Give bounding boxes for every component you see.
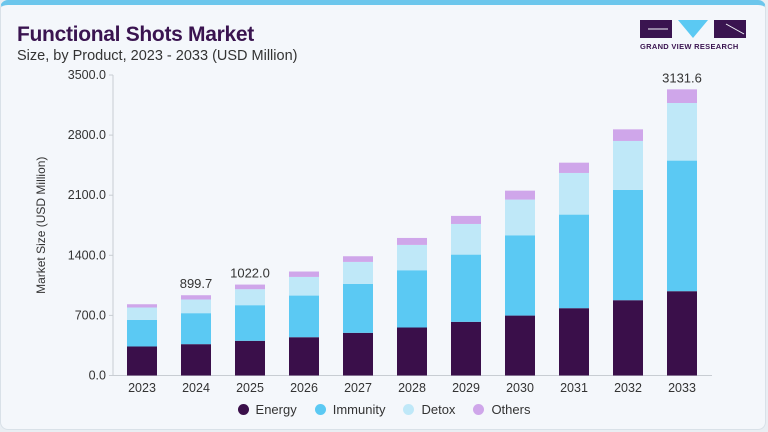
x-tick-label: 2032 — [614, 381, 642, 395]
bar-immunity-2028 — [397, 270, 427, 328]
legend-label: Energy — [255, 402, 297, 417]
bar-energy-2031 — [559, 308, 589, 376]
bar-others-2031 — [559, 162, 589, 173]
y-tick-label: 1400.0 — [68, 248, 106, 262]
x-tick-label: 2028 — [398, 381, 426, 395]
logo-text: GRAND VIEW RESEARCH — [640, 42, 739, 51]
chart-title: Functional Shots Market — [17, 23, 254, 46]
bar-detox-2031 — [559, 172, 589, 215]
bar-energy-2026 — [289, 337, 319, 376]
legend-marker-icon — [237, 404, 249, 415]
bar-others-2028 — [397, 237, 427, 245]
legend-label: Detox — [421, 402, 456, 417]
x-tick-label: 2025 — [236, 381, 264, 395]
bar-others-2024 — [181, 295, 211, 300]
bar-detox-2030 — [505, 199, 535, 236]
bar-detox-2032 — [613, 140, 643, 190]
y-axis-label: Market Size (USD Million) — [34, 157, 48, 294]
bar-others-2023 — [127, 304, 157, 308]
y-tick-label: 700.0 — [75, 308, 106, 322]
bar-others-2032 — [613, 129, 643, 141]
x-tick-label: 2031 — [560, 381, 588, 395]
bar-energy-2030 — [505, 315, 535, 376]
legend: Energy Immunity Detox Others — [0, 402, 768, 417]
bar-detox-2029 — [451, 223, 481, 255]
x-tick-label: 2024 — [182, 381, 210, 395]
bar-immunity-2030 — [505, 235, 535, 316]
bar-detox-2026 — [289, 276, 319, 296]
bar-detox-2028 — [397, 244, 427, 271]
bar-others-2033 — [667, 89, 697, 103]
bar-energy-2029 — [451, 321, 481, 376]
bar-energy-2032 — [613, 300, 643, 376]
bar-immunity-2027 — [343, 283, 373, 333]
legend-marker-icon — [314, 404, 326, 415]
x-tick-label: 2030 — [506, 381, 534, 395]
bar-immunity-2023 — [127, 319, 157, 347]
legend-marker-icon — [473, 404, 485, 415]
y-tick-label: 3500.0 — [68, 68, 106, 82]
x-tick-label: 2027 — [344, 381, 372, 395]
data-label: 3131.6 — [662, 70, 702, 85]
x-tick-label: 2026 — [290, 381, 318, 395]
bar-detox-2024 — [181, 299, 211, 314]
y-tick-label: 2100.0 — [68, 188, 106, 202]
bar-others-2027 — [343, 256, 373, 262]
legend-marker-icon — [403, 404, 415, 415]
bar-detox-2023 — [127, 307, 157, 320]
bar-immunity-2031 — [559, 214, 589, 309]
bar-others-2025 — [235, 284, 265, 290]
bar-detox-2027 — [343, 261, 373, 284]
chart-subtitle: Size, by Product, 2023 - 2033 (USD Milli… — [17, 48, 298, 64]
bar-immunity-2026 — [289, 295, 319, 338]
bar-others-2029 — [451, 215, 481, 224]
y-tick-label: 0.0 — [89, 369, 106, 383]
bar-immunity-2025 — [235, 305, 265, 341]
bar-detox-2025 — [235, 289, 265, 306]
y-tick-label: 2800.0 — [68, 128, 106, 142]
bar-energy-2024 — [181, 344, 211, 376]
legend-label: Immunity — [332, 402, 386, 417]
bar-energy-2027 — [343, 332, 373, 376]
bar-immunity-2029 — [451, 254, 481, 322]
legend-item-others: Others — [473, 402, 530, 417]
data-label: 1022.0 — [230, 266, 270, 281]
legend-item-detox: Detox — [403, 402, 455, 417]
bar-energy-2033 — [667, 291, 697, 376]
bar-others-2026 — [289, 271, 319, 277]
legend-item-immunity: Immunity — [314, 402, 386, 417]
data-label: 899.7 — [180, 276, 213, 291]
bar-energy-2023 — [127, 346, 157, 376]
bar-energy-2028 — [397, 327, 427, 376]
bar-immunity-2024 — [181, 313, 211, 345]
x-tick-label: 2033 — [668, 381, 696, 395]
bar-detox-2033 — [667, 102, 697, 161]
bar-immunity-2033 — [667, 160, 697, 292]
legend-item-energy: Energy — [237, 402, 297, 417]
bar-others-2030 — [505, 190, 535, 200]
legend-label: Others — [491, 402, 531, 417]
x-tick-label: 2029 — [452, 381, 480, 395]
grand-view-research-logo — [640, 20, 746, 38]
bar-immunity-2032 — [613, 189, 643, 301]
bar-energy-2025 — [235, 340, 265, 376]
x-tick-label: 2023 — [128, 381, 156, 395]
